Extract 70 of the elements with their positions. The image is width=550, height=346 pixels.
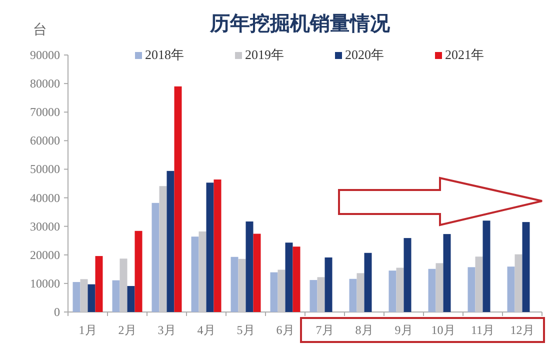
legend-label: 2020年 (345, 47, 384, 62)
bar (214, 180, 222, 312)
bar (174, 86, 182, 312)
bar (356, 273, 364, 312)
x-tick-label: 6月 (276, 323, 294, 337)
bar (159, 186, 167, 312)
bar (253, 234, 261, 312)
y-tick-label: 60000 (30, 134, 60, 148)
bar (522, 222, 530, 312)
x-tick-label: 3月 (158, 323, 176, 337)
x-tick-label: 11月 (470, 323, 495, 337)
bar (443, 234, 451, 312)
legend-label: 2018年 (145, 47, 184, 62)
bar (324, 257, 332, 312)
x-tick-label: 2月 (118, 323, 136, 337)
legend-label: 2021年 (445, 47, 484, 62)
bar (388, 270, 396, 312)
bar (95, 256, 103, 312)
legend-label: 2019年 (245, 47, 284, 62)
bar (246, 221, 254, 312)
bar (364, 252, 372, 312)
y-tick-label: 90000 (30, 48, 60, 62)
bar (230, 256, 238, 312)
bar (127, 286, 135, 312)
bar (436, 263, 444, 312)
bar (198, 231, 206, 312)
bar (238, 258, 246, 312)
x-tick-label: 5月 (236, 323, 255, 337)
bar (72, 282, 80, 312)
bar (134, 230, 142, 312)
y-axis-title: 台 (33, 22, 47, 38)
bar (349, 278, 357, 312)
y-tick-label: 0 (54, 305, 60, 319)
bar (404, 238, 412, 312)
bar (152, 202, 160, 312)
bar (507, 266, 515, 312)
bar (206, 182, 214, 312)
bar (278, 270, 286, 312)
bar (112, 280, 120, 312)
bar (88, 284, 96, 312)
x-tick-label: 12月 (510, 323, 534, 337)
x-tick-label: 7月 (316, 323, 334, 337)
bar (428, 268, 436, 312)
y-tick-label: 80000 (30, 76, 60, 91)
chart-title: 历年挖掘机销量情况 (209, 13, 391, 35)
y-tick-label: 70000 (30, 105, 60, 120)
bar (166, 170, 174, 312)
y-tick-label: 10000 (30, 276, 60, 290)
bar (514, 254, 522, 312)
x-tick-label: 9月 (394, 323, 413, 337)
bar (285, 242, 293, 312)
y-tick-label: 30000 (30, 219, 60, 234)
x-tick-label: 1月 (78, 323, 97, 337)
x-tick-label: 10月 (431, 323, 456, 337)
bar (310, 280, 318, 312)
bar (292, 246, 300, 312)
bar (317, 277, 325, 312)
bar (482, 220, 490, 312)
bar (475, 256, 483, 312)
bar (80, 279, 88, 312)
x-tick-label: 4月 (197, 323, 216, 337)
bar (270, 272, 278, 312)
bar (396, 268, 404, 312)
y-tick-label: 20000 (30, 248, 60, 262)
x-tick-label: 8月 (355, 323, 374, 337)
y-tick-label: 40000 (30, 190, 60, 205)
bar (191, 236, 199, 312)
bar (468, 267, 476, 312)
y-tick-label: 50000 (30, 162, 60, 176)
bar (120, 258, 128, 312)
